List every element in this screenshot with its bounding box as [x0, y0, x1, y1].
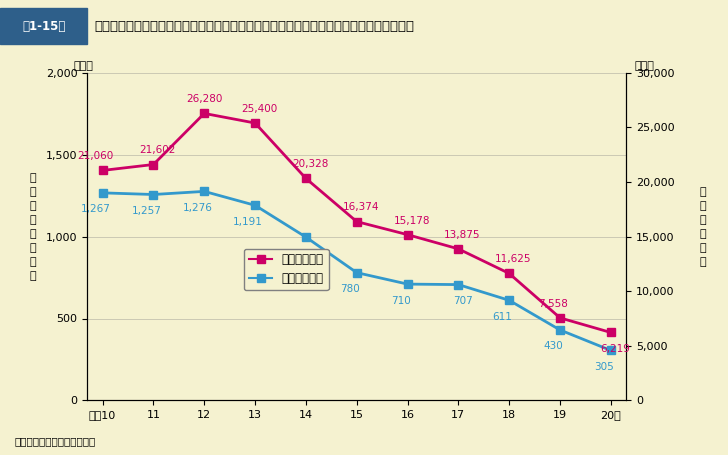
- Text: 430: 430: [543, 341, 563, 351]
- Text: 交
通
死
亡
事
故
件
数: 交 通 死 亡 事 故 件 数: [29, 173, 36, 282]
- Text: 1,267: 1,267: [81, 204, 111, 214]
- Text: 11,625: 11,625: [495, 254, 531, 264]
- Text: 交
通
事
故
件
数: 交 通 事 故 件 数: [699, 187, 706, 268]
- Text: 20,328: 20,328: [292, 159, 328, 169]
- Text: 305: 305: [594, 362, 614, 372]
- Text: 1,276: 1,276: [183, 203, 213, 213]
- Text: 6,219: 6,219: [600, 344, 630, 354]
- Text: 26,280: 26,280: [186, 94, 223, 104]
- Text: 7,558: 7,558: [538, 299, 568, 309]
- Text: 707: 707: [453, 296, 472, 306]
- Text: （件）: （件）: [74, 61, 94, 71]
- FancyBboxPatch shape: [0, 8, 87, 44]
- Text: 13,875: 13,875: [444, 230, 480, 240]
- Text: 注　警察庁資料により作成。: 注 警察庁資料により作成。: [15, 436, 96, 446]
- Text: 第1-15図: 第1-15図: [22, 20, 66, 33]
- Text: 997: 997: [289, 248, 309, 258]
- Text: 15,178: 15,178: [393, 216, 430, 226]
- Text: 1,257: 1,257: [132, 206, 162, 216]
- Legend: 交通事故件数, 死亡事故件数: 交通事故件数, 死亡事故件数: [244, 249, 328, 290]
- Text: 1,191: 1,191: [233, 217, 263, 227]
- Text: 原付以上運転者（第１当事者）の飲酒運転による交通事故件数，交通死亡事故件数の推移: 原付以上運転者（第１当事者）の飲酒運転による交通事故件数，交通死亡事故件数の推移: [95, 20, 415, 33]
- Text: 16,374: 16,374: [343, 202, 379, 212]
- Text: 710: 710: [391, 296, 411, 306]
- Text: 21,060: 21,060: [78, 152, 114, 162]
- Text: 611: 611: [492, 312, 513, 322]
- Text: 780: 780: [340, 284, 360, 294]
- Text: （件）: （件）: [634, 61, 654, 71]
- Text: 25,400: 25,400: [241, 104, 277, 114]
- Text: 21,602: 21,602: [139, 146, 175, 156]
